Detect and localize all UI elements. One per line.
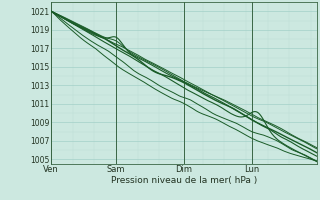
X-axis label: Pression niveau de la mer( hPa ): Pression niveau de la mer( hPa ): [111, 176, 257, 185]
